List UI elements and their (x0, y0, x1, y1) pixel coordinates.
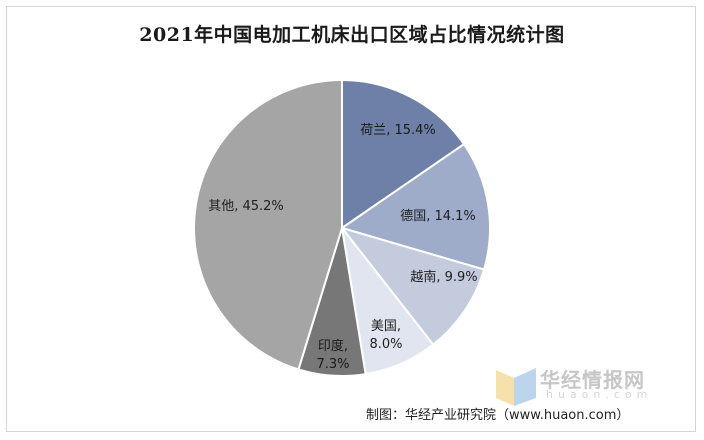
watermark-brand: 华经情报网 (540, 368, 645, 392)
slice-label-越南: 越南, 9.9% (410, 269, 477, 285)
slice-label-美国-1: 8.0% (369, 337, 402, 352)
watermark-domain: huaon.com (546, 388, 653, 401)
huaon-logo-icon (496, 368, 536, 406)
slice-label-荷兰: 荷兰, 15.4% (360, 123, 436, 138)
slice-label-其他: 其他, 45.2% (208, 199, 284, 214)
slice-label-德国: 德国, 14.1% (400, 209, 476, 224)
pie-slice-越南 (339, 226, 486, 347)
slice-label-印度-1: 7.3% (316, 357, 349, 372)
pie-slice-荷兰 (341, 78, 466, 230)
slice-label-印度-0: 印度, (318, 338, 348, 354)
source-note: 制图：华经产业研究院（www.huaon.com） (366, 408, 630, 423)
chart-title: 2021年中国电加工机床出口区域占比情况统计图 (139, 24, 565, 46)
slice-label-美国-0: 美国, (371, 319, 401, 334)
pie-slice-其他 (193, 78, 343, 371)
